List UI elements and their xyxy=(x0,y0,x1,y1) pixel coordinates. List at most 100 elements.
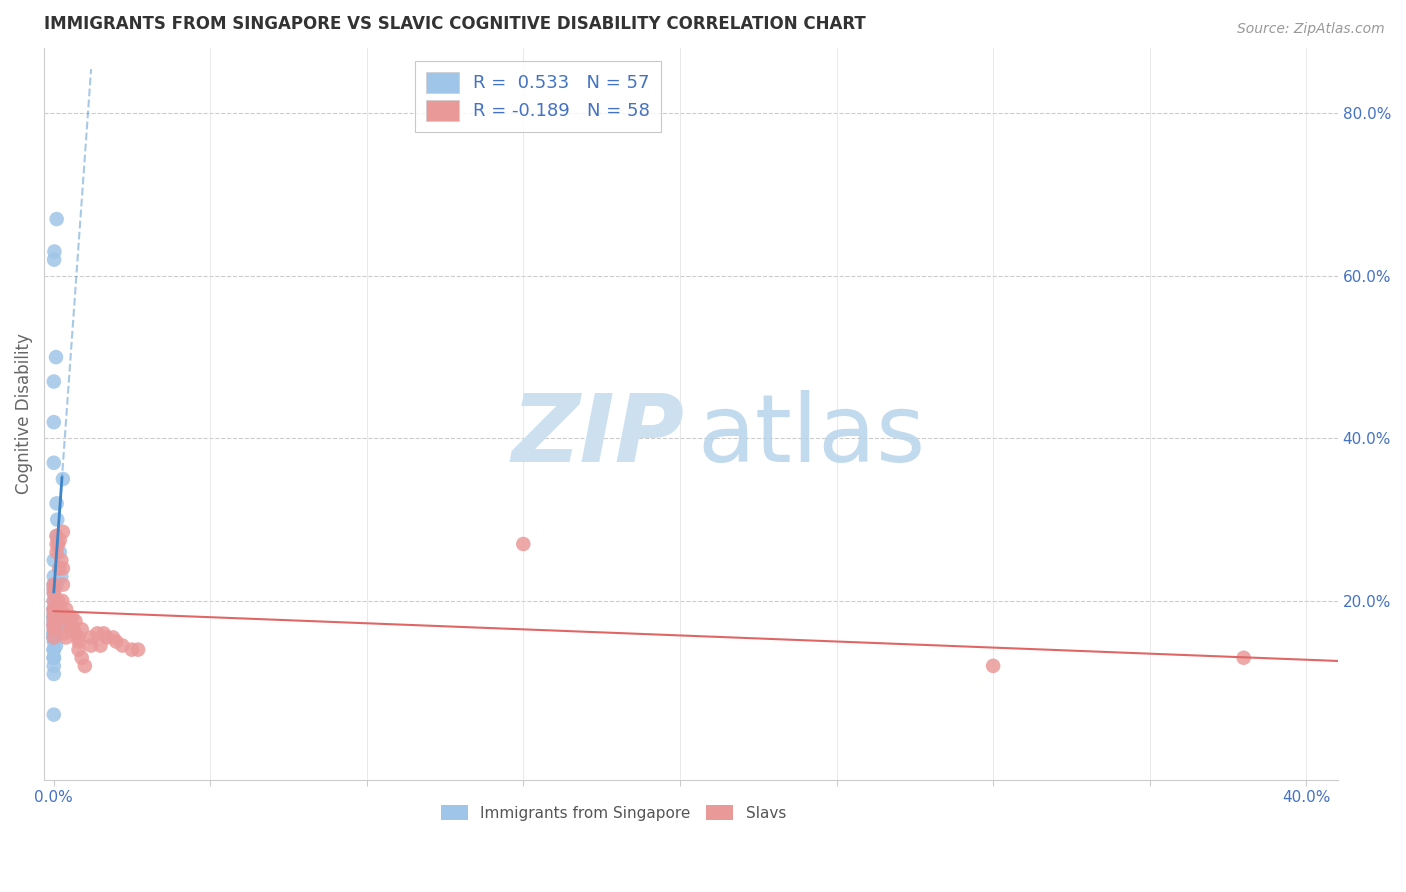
Immigrants from Singapore xyxy=(42,650,65,665)
Slavs xyxy=(45,529,67,543)
Immigrants from Singapore xyxy=(42,658,65,673)
Text: Source: ZipAtlas.com: Source: ZipAtlas.com xyxy=(1237,22,1385,37)
Immigrants from Singapore xyxy=(42,642,65,657)
Slavs xyxy=(52,577,75,591)
Immigrants from Singapore xyxy=(48,618,70,632)
Immigrants from Singapore xyxy=(42,626,65,640)
Slavs xyxy=(48,561,70,575)
Immigrants from Singapore xyxy=(42,618,65,632)
Slavs xyxy=(42,618,65,632)
Immigrants from Singapore xyxy=(42,610,65,624)
Immigrants from Singapore xyxy=(42,456,65,470)
Immigrants from Singapore xyxy=(45,212,67,227)
Slavs xyxy=(101,631,124,645)
Slavs xyxy=(52,524,75,539)
Slavs xyxy=(86,626,108,640)
Immigrants from Singapore xyxy=(42,642,65,657)
Slavs xyxy=(42,614,65,628)
Slavs xyxy=(70,650,93,665)
Slavs xyxy=(105,634,128,648)
Immigrants from Singapore xyxy=(42,631,65,645)
Immigrants from Singapore xyxy=(42,623,65,637)
Slavs xyxy=(67,634,90,648)
Immigrants from Singapore xyxy=(45,639,67,653)
Slavs xyxy=(45,614,67,628)
Immigrants from Singapore xyxy=(42,626,65,640)
Slavs xyxy=(60,618,83,632)
Slavs xyxy=(80,639,103,653)
Immigrants from Singapore xyxy=(52,472,75,486)
Immigrants from Singapore xyxy=(42,553,65,567)
Slavs xyxy=(51,553,73,567)
Immigrants from Singapore xyxy=(45,496,67,510)
Immigrants from Singapore xyxy=(42,650,65,665)
Immigrants from Singapore xyxy=(42,618,65,632)
Slavs xyxy=(67,642,90,657)
Slavs xyxy=(42,618,65,632)
Slavs xyxy=(59,623,82,637)
Slavs xyxy=(56,614,79,628)
Immigrants from Singapore xyxy=(42,707,65,722)
Slavs xyxy=(51,610,73,624)
Slavs xyxy=(42,582,65,596)
Slavs xyxy=(96,631,118,645)
Slavs xyxy=(53,626,76,640)
Immigrants from Singapore xyxy=(42,631,65,645)
Slavs xyxy=(981,658,1004,673)
Slavs xyxy=(42,606,65,620)
Immigrants from Singapore xyxy=(42,626,65,640)
Slavs xyxy=(121,642,143,657)
Slavs xyxy=(46,594,69,608)
Slavs xyxy=(46,537,69,551)
Slavs xyxy=(65,626,87,640)
Immigrants from Singapore xyxy=(44,244,66,259)
Immigrants from Singapore xyxy=(42,594,65,608)
Immigrants from Singapore xyxy=(42,586,65,600)
Immigrants from Singapore xyxy=(42,610,65,624)
Immigrants from Singapore xyxy=(42,634,65,648)
Immigrants from Singapore xyxy=(42,614,65,628)
Slavs xyxy=(1233,650,1256,665)
Slavs xyxy=(42,631,65,645)
Immigrants from Singapore xyxy=(46,513,69,527)
Slavs xyxy=(127,642,149,657)
Slavs xyxy=(65,614,87,628)
Slavs xyxy=(55,631,77,645)
Slavs xyxy=(42,594,65,608)
Immigrants from Singapore xyxy=(42,375,65,389)
Immigrants from Singapore xyxy=(45,577,67,591)
Immigrants from Singapore xyxy=(42,577,65,591)
Immigrants from Singapore xyxy=(42,602,65,616)
Slavs xyxy=(49,533,72,547)
Immigrants from Singapore xyxy=(42,415,65,429)
Immigrants from Singapore xyxy=(45,350,67,364)
Immigrants from Singapore xyxy=(42,642,65,657)
Slavs xyxy=(111,639,134,653)
Immigrants from Singapore xyxy=(42,631,65,645)
Slavs xyxy=(45,545,67,559)
Text: ZIP: ZIP xyxy=(512,390,685,482)
Text: atlas: atlas xyxy=(697,390,925,482)
Slavs xyxy=(42,602,65,616)
Text: IMMIGRANTS FROM SINGAPORE VS SLAVIC COGNITIVE DISABILITY CORRELATION CHART: IMMIGRANTS FROM SINGAPORE VS SLAVIC COGN… xyxy=(44,15,866,33)
Slavs xyxy=(42,602,65,616)
Legend: Immigrants from Singapore, Slavs: Immigrants from Singapore, Slavs xyxy=(434,798,792,827)
Slavs xyxy=(51,594,73,608)
Slavs xyxy=(55,602,77,616)
Slavs xyxy=(42,623,65,637)
Immigrants from Singapore xyxy=(42,610,65,624)
Slavs xyxy=(42,586,65,600)
Immigrants from Singapore xyxy=(42,582,65,596)
Slavs xyxy=(73,658,96,673)
Immigrants from Singapore xyxy=(42,602,65,616)
Slavs xyxy=(52,561,75,575)
Slavs xyxy=(52,606,75,620)
Immigrants from Singapore xyxy=(42,618,65,632)
Immigrants from Singapore xyxy=(42,631,65,645)
Immigrants from Singapore xyxy=(49,545,72,559)
Immigrants from Singapore xyxy=(44,602,66,616)
Slavs xyxy=(42,610,65,624)
Immigrants from Singapore xyxy=(42,569,65,583)
Slavs xyxy=(80,631,103,645)
Immigrants from Singapore xyxy=(42,610,65,624)
